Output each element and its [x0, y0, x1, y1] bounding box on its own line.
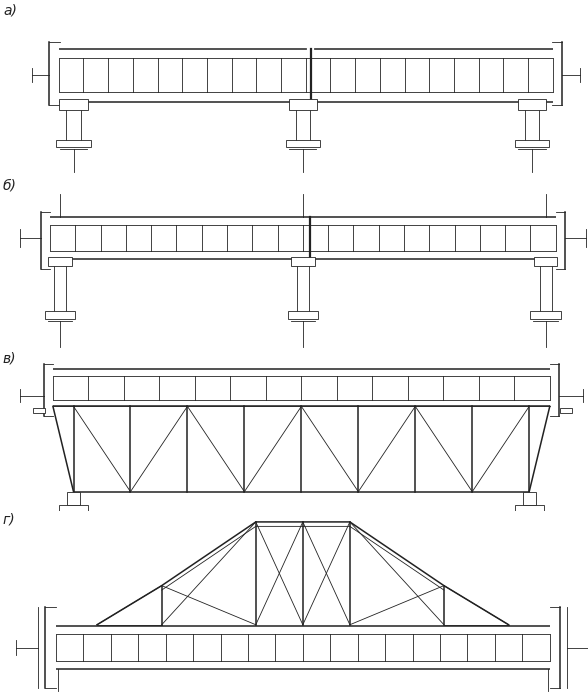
Text: а): а) — [3, 4, 17, 18]
Bar — [66, 102, 81, 144]
Bar — [59, 99, 88, 110]
Bar — [56, 140, 91, 147]
Bar — [540, 259, 552, 315]
Bar — [515, 140, 549, 147]
Bar — [48, 257, 72, 266]
Bar — [45, 311, 75, 319]
Bar — [54, 259, 66, 315]
Bar — [560, 408, 572, 413]
Text: б): б) — [3, 178, 17, 192]
Bar — [59, 505, 88, 511]
Bar — [286, 140, 320, 147]
Bar — [67, 491, 80, 505]
Bar — [523, 491, 536, 505]
Bar — [289, 99, 317, 110]
Bar — [534, 257, 557, 266]
Text: г): г) — [3, 513, 15, 527]
Text: в): в) — [3, 351, 16, 365]
Bar — [525, 102, 539, 144]
Bar — [288, 311, 318, 319]
Bar — [34, 408, 45, 413]
Bar — [518, 99, 546, 110]
Bar — [530, 311, 561, 319]
Bar — [514, 505, 544, 511]
Bar — [297, 259, 309, 315]
Bar — [291, 257, 315, 266]
Bar — [296, 102, 310, 144]
